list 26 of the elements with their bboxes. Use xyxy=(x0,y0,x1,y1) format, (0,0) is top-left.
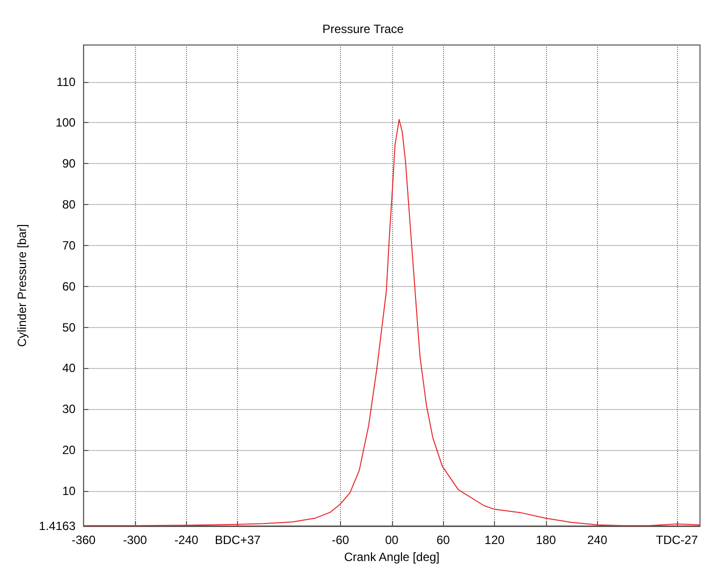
x-tick-label: -300 xyxy=(122,533,148,547)
y-tick-label: 110 xyxy=(56,74,76,89)
y-tick-label: 90 xyxy=(62,156,76,171)
x-tick-label: 60 xyxy=(436,533,450,547)
y-tick-label: 1.4163 xyxy=(38,519,76,533)
x-tick-label: 240 xyxy=(587,533,608,547)
x-axis-title: Crank Angle [deg] xyxy=(344,550,440,564)
y-tick-label: 40 xyxy=(62,361,76,376)
x-tick-label: -240 xyxy=(174,533,199,547)
y-tick-label: 60 xyxy=(62,279,76,294)
x-tick-label: TDC-27 xyxy=(656,533,698,547)
x-tick-label: 180 xyxy=(536,533,556,547)
x-tick-label: 00 xyxy=(385,533,399,547)
x-tick-label: BDC+37 xyxy=(214,533,261,547)
y-tick-label: 100 xyxy=(56,116,76,130)
y-tick-label: 20 xyxy=(62,442,76,457)
x-tick-label: -360 xyxy=(72,533,96,547)
y-tick-label: 50 xyxy=(62,320,76,334)
y-tick-label: 80 xyxy=(62,198,76,212)
x-tick-label: -60 xyxy=(332,533,350,547)
y-tick-label: 10 xyxy=(62,484,76,498)
x-tick-label: 120 xyxy=(484,533,505,547)
y-tick-label: 70 xyxy=(62,238,76,252)
chart-title: Pressure Trace xyxy=(322,22,404,36)
y-axis-title: Cylinder Pressure [bar] xyxy=(15,224,29,347)
y-tick-label: 30 xyxy=(62,402,76,416)
